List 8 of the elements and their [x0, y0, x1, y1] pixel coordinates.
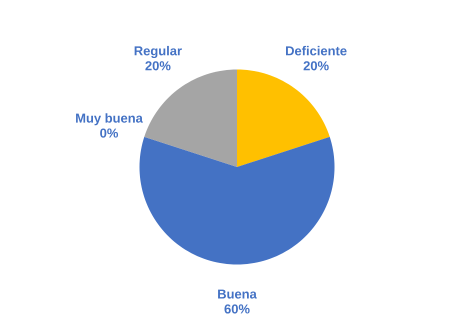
- category-label: Muy buena: [76, 113, 143, 126]
- data-label: 60%: [224, 304, 250, 314]
- data-label: 20%: [145, 61, 171, 70]
- slice-label: Buena: [218, 290, 257, 299]
- slice-label: Deficiente: [286, 46, 347, 56]
- slice-label: Regular: [134, 46, 182, 58]
- text: 0%: [100, 128, 118, 138]
- data-label: 20%: [304, 61, 329, 70]
